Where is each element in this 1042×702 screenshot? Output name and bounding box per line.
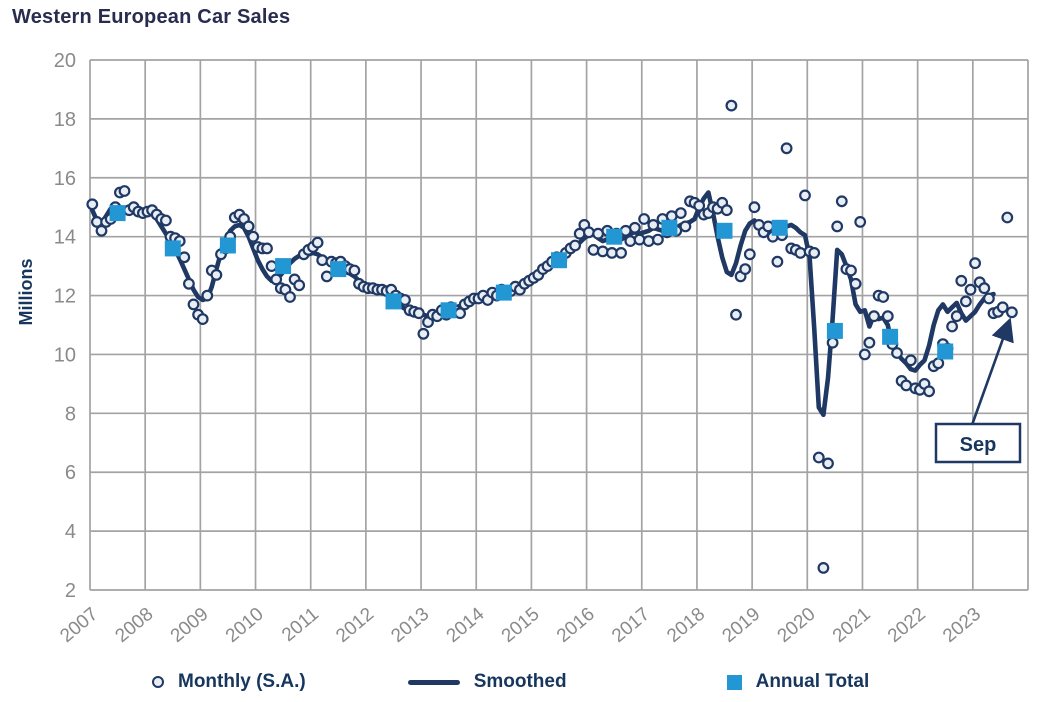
svg-text:20: 20 [54,50,76,72]
svg-text:14: 14 [54,227,76,249]
svg-text:2021: 2021 [829,604,875,647]
svg-text:2014: 2014 [443,603,489,647]
chart-legend: Monthly (S.A.) Smoothed Annual Total [0,666,1042,698]
svg-text:2007: 2007 [56,604,102,647]
sep-annotation-label: Sep [960,434,997,456]
legend-item-annual: Annual Total [726,671,870,693]
svg-text:2022: 2022 [884,604,930,647]
svg-text:2023: 2023 [939,604,985,647]
sep-annotation: Sep [934,317,1022,464]
svg-text:2018: 2018 [663,604,709,647]
legend-smoothed-label: Smoothed [473,671,567,692]
svg-text:8: 8 [65,403,76,425]
legend-monthly-label: Monthly (S.A.) [178,671,306,692]
legend-item-monthly: Monthly (S.A.) [152,671,306,693]
svg-text:2012: 2012 [332,604,378,647]
annual-total-squares [109,205,954,360]
legend-annual-label: Annual Total [755,671,870,692]
chart-title: Western European Car Sales [12,6,291,28]
svg-text:2010: 2010 [222,604,268,647]
annual-marker-icon [726,674,742,690]
monthly-dots [86,99,1018,574]
svg-text:2009: 2009 [167,604,213,647]
y-axis-tick-labels: 2 4 6 8 10 12 14 16 18 20 [54,50,76,602]
monthly-marker-icon [152,676,164,688]
svg-text:10: 10 [54,344,76,366]
svg-text:6: 6 [65,462,76,484]
smoothed-marker-icon [407,679,460,685]
svg-text:2016: 2016 [553,604,599,647]
svg-text:16: 16 [54,168,76,190]
svg-text:2008: 2008 [112,604,158,647]
svg-text:2020: 2020 [774,604,820,647]
sep-annotation-box [934,422,1022,464]
svg-text:18: 18 [54,109,76,131]
legend-item-smoothed: Smoothed [407,671,567,693]
svg-text:2017: 2017 [608,604,654,647]
x-axis-tick-labels: 2007 2008 2009 2010 2011 2012 2013 2014 2015 2016… [56,603,985,647]
svg-text:2011: 2011 [278,604,323,646]
svg-text:4: 4 [65,521,76,543]
svg-text:2015: 2015 [498,604,544,647]
svg-text:2019: 2019 [718,604,764,647]
svg-text:2: 2 [65,580,76,602]
svg-text:12: 12 [54,286,76,308]
y-axis-title: Millions [16,259,36,326]
gridlines [89,59,1029,591]
svg-text:2013: 2013 [387,604,433,647]
sep-annotation-arrow [970,317,1014,426]
